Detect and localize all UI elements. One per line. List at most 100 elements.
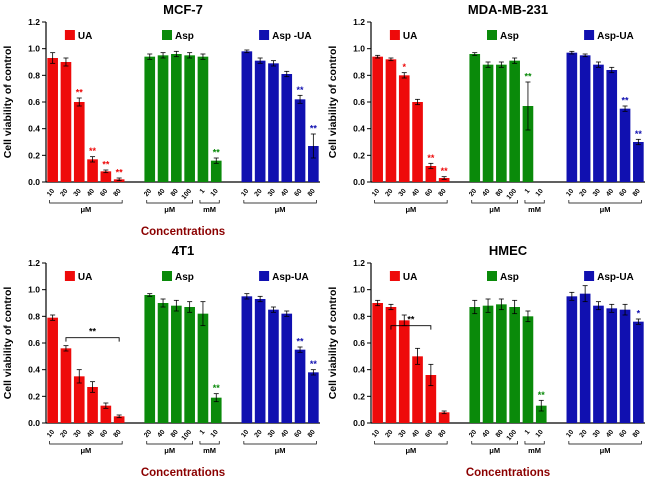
legend-swatch (64, 30, 75, 40)
x-tick-label: 10 (565, 429, 575, 439)
x-tick-label: 60 (99, 188, 109, 198)
x-tick-label: 40 (280, 188, 290, 198)
bar (522, 316, 534, 423)
significance-marker: ** (297, 85, 305, 95)
x-tick-label: 20 (253, 429, 263, 439)
unit-bracket (524, 200, 545, 204)
chart-hmec: HMEC Cell viability of control 0.0 0.2 0.4 0.… (325, 241, 650, 482)
bar (254, 60, 266, 182)
chart-svg: MDA-MB-231 Cell viability of control 0.0 0.… (327, 2, 645, 214)
bar (579, 55, 591, 183)
significance-marker: ** (297, 337, 305, 347)
bar (566, 296, 578, 423)
unit-label: mM (203, 446, 216, 455)
y-tick-label: 0.8 (28, 311, 40, 321)
x-tick-label: 40 (86, 188, 96, 198)
legend-label: UA (403, 272, 417, 283)
y-tick-label: 1.0 (353, 285, 365, 295)
legend-label: Asp (175, 272, 194, 283)
x-tick-label: 40 (86, 429, 96, 439)
legend-swatch (487, 271, 497, 281)
bar (438, 178, 450, 182)
bar (144, 56, 156, 182)
bar (157, 55, 169, 183)
bar (197, 313, 209, 423)
y-tick-label: 1.0 (28, 285, 40, 295)
x-tick-label: 30 (398, 429, 408, 439)
y-tick-label: 1.0 (28, 44, 40, 54)
unit-label: μM (600, 446, 611, 455)
bar (372, 56, 383, 182)
bar (619, 309, 631, 423)
x-tick-label: 40 (156, 188, 166, 198)
x-tick-label: 30 (592, 188, 602, 198)
legend-label: Asp -UA (272, 31, 311, 42)
y-tick-label: 0.6 (353, 338, 365, 348)
legend-swatch (487, 30, 497, 40)
x-tick-label: 60 (424, 429, 434, 439)
legend-swatch (259, 271, 270, 281)
x-tick-label: 40 (605, 188, 615, 198)
bar (566, 52, 578, 182)
y-tick-label: 1.0 (353, 44, 365, 54)
x-tick-label: 30 (73, 429, 83, 439)
x-tick-label: 30 (267, 188, 277, 198)
bar (482, 305, 494, 423)
bar (579, 293, 591, 423)
x-tick-label: 1 (524, 429, 532, 437)
unit-bracket (374, 441, 448, 445)
bar (619, 108, 631, 182)
bar (184, 55, 195, 183)
legend-label: Asp-UA (597, 272, 634, 283)
x-tick-label: 80 (112, 429, 122, 439)
y-tick-label: 0.4 (28, 124, 40, 134)
y-tick-label: 0.8 (28, 70, 40, 80)
unit-label: μM (275, 446, 286, 455)
x-tick-label: 40 (156, 429, 166, 439)
chart-title: MCF-7 (163, 2, 203, 17)
x-tick-label: 60 (293, 188, 303, 198)
significance-marker: ** (441, 166, 449, 176)
bar (241, 51, 253, 183)
x-tick-label: 20 (468, 429, 478, 439)
bar (308, 372, 319, 423)
legend-label: UA (78, 272, 92, 283)
chart-mcf7: MCF-7 Cell viability of control 0.0 0.2 0.4 0… (0, 0, 325, 241)
x-tick-label: 1 (199, 429, 207, 437)
significance-marker: ** (622, 96, 630, 106)
significance-marker: ** (89, 327, 97, 337)
legend-swatch (162, 271, 172, 281)
x-tick-label: 10 (535, 188, 545, 198)
x-axis-label: Concentrations (141, 467, 225, 479)
y-axis-label: Cell viability of control (2, 287, 14, 400)
bar (294, 99, 306, 182)
y-tick-label: 0.2 (353, 150, 365, 160)
unit-label: μM (164, 446, 175, 455)
x-tick-label: 20 (384, 188, 394, 198)
x-tick-label: 80 (112, 188, 122, 198)
bar (425, 166, 437, 182)
legend-swatch (584, 271, 595, 281)
x-tick-label: 1 (199, 188, 207, 196)
bar (210, 160, 222, 182)
x-tick-label: 100 (181, 188, 194, 201)
x-tick-label: 10 (565, 188, 575, 198)
bar (60, 62, 72, 182)
x-tick-label: 80 (307, 188, 317, 198)
bar (87, 387, 98, 423)
bar (171, 54, 182, 182)
y-tick-label: 1.2 (353, 258, 365, 268)
bar (398, 75, 410, 182)
x-tick-label: 60 (424, 188, 434, 198)
x-tick-label: 80 (632, 188, 642, 198)
x-tick-label: 10 (210, 188, 220, 198)
x-tick-label: 40 (280, 429, 290, 439)
x-tick-label: 80 (495, 429, 505, 439)
y-tick-label: 0.2 (28, 391, 40, 401)
x-tick-label: 10 (535, 429, 545, 439)
bar (47, 58, 58, 182)
bar (372, 303, 383, 423)
significance-marker: ** (213, 148, 221, 158)
x-tick-label: 100 (181, 429, 194, 442)
chart-svg: MCF-7 Cell viability of control 0.0 0.2 0.4 0… (2, 2, 320, 238)
